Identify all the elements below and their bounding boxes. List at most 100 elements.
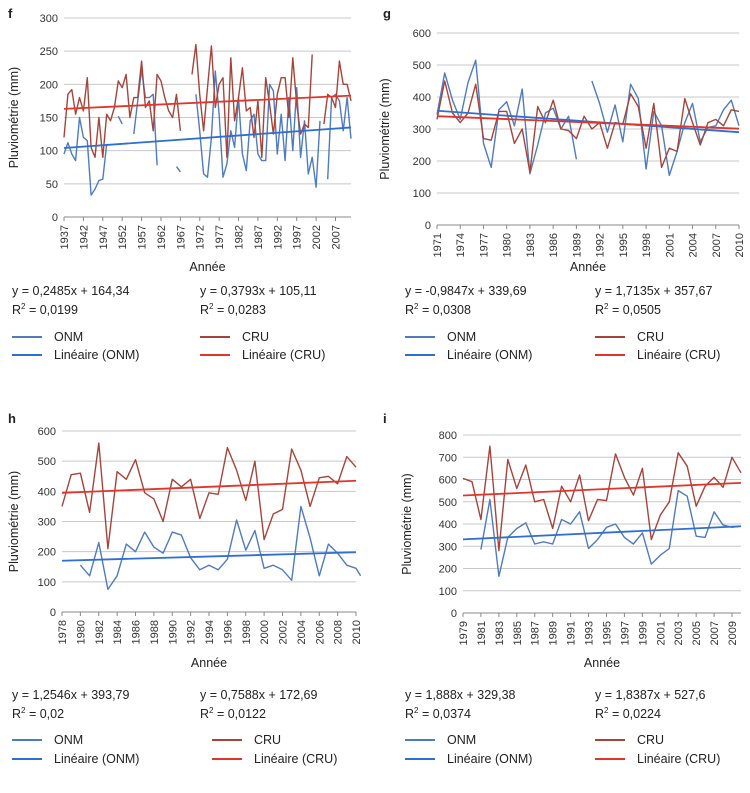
x-tick-label: 1957 [137, 225, 149, 249]
r-squared: R2 = 0,0283 [200, 302, 266, 317]
y-tick-label: 600 [38, 426, 56, 438]
x-tick-label: 2004 [296, 620, 308, 644]
x-tick-label: 1997 [619, 621, 631, 645]
series-line-cru [462, 445, 742, 552]
r-squared: R2 = 0,0122 [200, 706, 266, 721]
legend-cru: CRU [595, 733, 664, 747]
x-tick-label: 1994 [204, 620, 216, 644]
legend-linear-cru: Linéaire (CRU) [212, 752, 337, 766]
legend-swatch-linear-cru [595, 354, 625, 356]
y-tick-label: 200 [38, 547, 56, 559]
series-line-onm [63, 116, 108, 196]
x-tick-label: 2003 [673, 621, 685, 645]
series-line-cru [63, 60, 182, 159]
panel-letter: h [8, 411, 16, 426]
y-tick-label: 300 [413, 124, 431, 136]
x-tick-label: 1988 [149, 620, 161, 644]
x-tick-label: 2009 [727, 621, 739, 645]
legend-swatch-linear-onm [405, 354, 435, 356]
x-tick-label: 2006 [314, 620, 326, 644]
x-axis-title: Année [570, 260, 606, 274]
series-line-cru [191, 43, 313, 159]
series-line-cru [323, 60, 352, 125]
x-tick-label: 1997 [292, 225, 304, 249]
y-axis-title: Pluviométrie (mm) [400, 473, 414, 574]
chart-panel-i: i 0 100 200 300 400 500 600 700 800 1979 1981 1983 1… [375, 405, 750, 793]
x-tick-label: 1998 [241, 620, 253, 644]
legend-swatch-onm [405, 336, 435, 338]
x-tick-label: 1992 [186, 620, 198, 644]
series-line-cru [61, 442, 357, 550]
legend-onm: ONM [12, 330, 83, 344]
r-squared: R2 = 0,0199 [12, 302, 78, 317]
equation-line: y = 1,7135x + 357,67 [595, 284, 713, 298]
y-tick-label: 400 [439, 519, 457, 531]
equation-line: y = 1,888x + 329,38 [405, 688, 516, 702]
y-tick-label: 50 [46, 179, 58, 191]
y-tick-label: 700 [439, 452, 457, 464]
x-tick-label: 1942 [78, 225, 90, 249]
regression-equation-right: y = 1,7135x + 357,67 R2 = 0,0505 [595, 284, 712, 318]
x-tick-label: 1974 [455, 233, 467, 257]
y-tick-label: 800 [439, 430, 457, 442]
x-tick-label: 2005 [691, 621, 703, 645]
chart-g: 0 100 200 300 400 500 600 1971 1974 1977 1980 1983 1… [378, 28, 746, 274]
x-tick-label: 1983 [525, 233, 537, 257]
x-tick-label: 2007 [330, 225, 342, 249]
x-tick-label: 1981 [476, 621, 488, 645]
x-tick-label: 1998 [641, 233, 653, 257]
x-tick-label: 1962 [156, 225, 168, 249]
x-tick-label: 1992 [272, 225, 284, 249]
y-tick-label: 200 [439, 564, 457, 576]
x-tick-label: 1971 [432, 233, 444, 257]
legend-linear-onm: Linéaire (ONM) [405, 348, 532, 362]
y-axis-title: Pluviométrie (mm) [7, 471, 21, 572]
x-tick-label: 2002 [278, 620, 290, 644]
legend-swatch-onm [405, 739, 435, 741]
x-tick-label: 1986 [548, 233, 560, 257]
panel-letter: f [8, 6, 13, 21]
x-tick-label: 1972 [195, 225, 207, 249]
x-tick-label: 1999 [637, 621, 649, 645]
x-axis-title: Année [584, 656, 620, 670]
equation-line: y = 0,3793x + 105,11 [200, 284, 317, 298]
y-tick-label: 300 [40, 13, 58, 25]
y-axis-title: Pluviométrie (mm) [7, 67, 21, 168]
legend-swatch-linear-onm [405, 758, 435, 760]
y-tick-label: 600 [439, 475, 457, 487]
x-tick-label: 2010 [734, 233, 746, 257]
panel-letter: g [383, 6, 391, 21]
series-line-onm [79, 505, 362, 591]
y-tick-label: 500 [38, 456, 56, 468]
legend-cru: CRU [595, 330, 664, 344]
x-tick-label: 1987 [253, 225, 265, 249]
y-tick-label: 500 [413, 60, 431, 72]
y-axis-title: Pluviométrie (mm) [378, 78, 392, 179]
r-squared: R2 = 0,0224 [595, 706, 661, 721]
x-tick-label: 1995 [618, 233, 630, 257]
trend-line-cru [462, 481, 742, 497]
y-tick-label: 600 [413, 28, 431, 40]
x-tick-label: 2010 [351, 620, 363, 644]
chart-h: 0 100 200 300 400 500 600 1978 1980 1982 1984 1986 1… [7, 426, 363, 670]
x-tick-label: 1992 [595, 233, 607, 257]
x-tick-label: 1937 [59, 225, 71, 249]
chart-panel-g: g 0 100 200 300 400 500 600 1971 1974 1977 1980 198… [375, 0, 750, 388]
chart-i: 0 100 200 300 400 500 600 700 800 1979 1981 1983 198… [400, 430, 742, 670]
panel-letter: i [383, 411, 387, 426]
legend-linear-cru: Linéaire (CRU) [595, 348, 720, 362]
x-tick-label: 1996 [222, 620, 234, 644]
legend-cru: CRU [200, 330, 269, 344]
y-tick-label: 0 [50, 607, 56, 619]
series-line-onm [327, 93, 352, 180]
trend-line-onm [61, 551, 357, 562]
legend-linear-onm: Linéaire (ONM) [405, 752, 532, 766]
regression-equation-right: y = 0,7588x + 172,69 R2 = 0,0122 [200, 688, 317, 722]
y-tick-label: 100 [439, 586, 457, 598]
x-tick-label: 1980 [75, 620, 87, 644]
chart-panel-f: f 0 50 100 150 200 250 300 1937 1942 1947 1952 1957… [0, 0, 375, 388]
y-tick-label: 300 [38, 517, 56, 529]
x-tick-label: 2001 [655, 621, 667, 645]
x-tick-label: 1989 [548, 621, 560, 645]
x-tick-label: 1980 [502, 233, 514, 257]
